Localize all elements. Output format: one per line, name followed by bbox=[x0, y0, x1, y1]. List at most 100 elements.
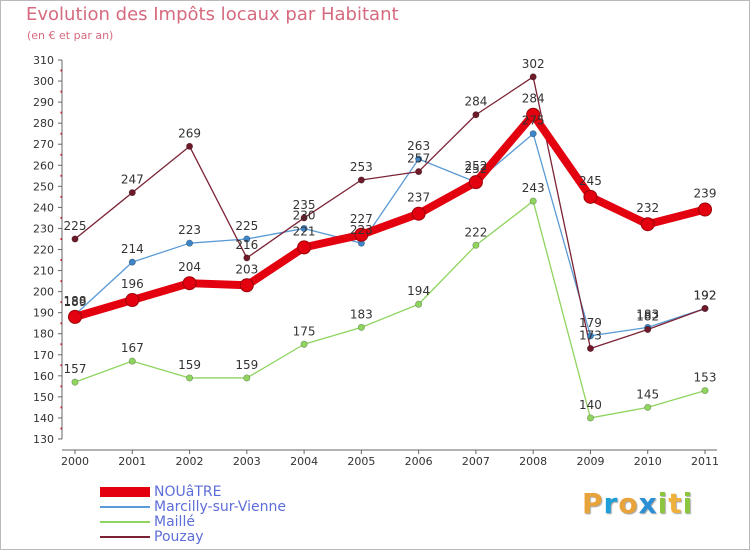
data-label: 252 bbox=[464, 162, 487, 176]
y-tick-label: 280 bbox=[33, 117, 54, 130]
data-label: 230 bbox=[293, 208, 316, 222]
data-point bbox=[698, 202, 712, 217]
data-label: 204 bbox=[178, 260, 201, 274]
data-label: 269 bbox=[178, 126, 201, 140]
data-point bbox=[583, 189, 598, 204]
legend-swatch bbox=[100, 487, 150, 497]
data-point bbox=[71, 235, 79, 243]
y-tick-label: 220 bbox=[33, 244, 54, 257]
x-tick-label: 2011 bbox=[691, 455, 719, 468]
x-tick-label: 2003 bbox=[233, 455, 261, 468]
data-point bbox=[415, 155, 423, 163]
data-point bbox=[529, 197, 537, 205]
data-labels: 188 196 204 203 221 227 237 252 284 245 232 239 189 2… bbox=[64, 57, 717, 412]
series-markers bbox=[68, 73, 712, 422]
axes: 130 140 150 160 170 180 190 200 210 220 230 240 250 2… bbox=[33, 54, 719, 468]
data-label: 182 bbox=[636, 310, 659, 324]
legend-label: Maillé bbox=[154, 514, 195, 530]
data-label: 239 bbox=[694, 186, 717, 200]
data-point bbox=[640, 217, 655, 232]
logo-letter: i bbox=[657, 487, 669, 520]
data-point bbox=[186, 239, 194, 247]
data-point bbox=[128, 357, 136, 365]
logo-letter: r bbox=[603, 487, 619, 520]
legend-label: Marcilly-sur-Vienne bbox=[154, 499, 286, 515]
data-point bbox=[297, 240, 312, 255]
data-label: 153 bbox=[694, 371, 717, 385]
data-label: 189 bbox=[64, 295, 87, 309]
series-lines bbox=[71, 76, 709, 419]
data-label: 214 bbox=[121, 242, 144, 256]
y-tick-label: 300 bbox=[33, 75, 54, 88]
data-label: 192 bbox=[694, 288, 717, 302]
y-tick-label: 230 bbox=[33, 222, 54, 235]
legend-swatch bbox=[100, 506, 150, 508]
series-line-maill- bbox=[74, 200, 706, 419]
data-label: 302 bbox=[522, 57, 545, 71]
data-label: 157 bbox=[64, 362, 87, 376]
data-label: 275 bbox=[522, 114, 545, 128]
data-point bbox=[644, 403, 652, 411]
data-label: 263 bbox=[407, 139, 430, 153]
x-tick-label: 2000 bbox=[61, 455, 89, 468]
data-label: 145 bbox=[636, 387, 659, 401]
series-line-marcilly-sur-vienne bbox=[74, 133, 706, 337]
data-point bbox=[586, 332, 594, 340]
data-label: 188 bbox=[64, 294, 87, 308]
data-label: 183 bbox=[350, 307, 373, 321]
logo-letter: i bbox=[682, 487, 694, 520]
data-point bbox=[701, 387, 709, 395]
data-label: 245 bbox=[579, 174, 602, 188]
y-tick-label: 260 bbox=[33, 159, 54, 172]
data-label: 223 bbox=[350, 223, 373, 237]
y-tick-label: 200 bbox=[33, 286, 54, 299]
data-point bbox=[468, 175, 483, 190]
data-point bbox=[415, 168, 423, 176]
y-tick-label: 140 bbox=[33, 412, 54, 425]
x-tick-label: 2010 bbox=[634, 455, 662, 468]
data-point bbox=[128, 258, 136, 266]
logo-letter: o bbox=[618, 487, 639, 520]
y-tick-label: 250 bbox=[33, 180, 54, 193]
legend-label: NOUâTRE bbox=[154, 484, 222, 500]
logo-letter: x bbox=[638, 487, 658, 520]
data-point bbox=[526, 107, 541, 122]
data-point bbox=[128, 189, 136, 197]
data-point bbox=[472, 111, 480, 119]
y-tick-label: 150 bbox=[33, 391, 54, 404]
data-label: 183 bbox=[636, 307, 659, 321]
data-point bbox=[71, 378, 79, 386]
data-label: 159 bbox=[178, 358, 201, 372]
data-label: 225 bbox=[235, 219, 258, 233]
data-point bbox=[415, 300, 423, 308]
legend-label: Pouzay bbox=[154, 529, 204, 545]
data-point bbox=[182, 276, 197, 291]
data-point bbox=[354, 227, 369, 242]
x-tick-label: 2008 bbox=[519, 455, 547, 468]
data-point bbox=[586, 414, 594, 422]
data-label: 203 bbox=[235, 262, 258, 276]
x-tick-label: 2001 bbox=[118, 455, 146, 468]
data-label: 223 bbox=[178, 223, 201, 237]
data-label: 167 bbox=[121, 341, 144, 355]
data-label: 284 bbox=[464, 95, 487, 109]
data-label: 159 bbox=[235, 358, 258, 372]
data-label: 227 bbox=[350, 212, 373, 226]
data-label: 243 bbox=[522, 181, 545, 195]
data-label: 225 bbox=[64, 219, 87, 233]
data-point bbox=[644, 326, 652, 334]
data-label: 175 bbox=[293, 324, 316, 338]
legend-swatch bbox=[100, 536, 150, 538]
chart-title: Evolution des Impôts locaux par Habitant bbox=[26, 4, 399, 25]
data-point bbox=[186, 374, 194, 382]
x-tick-label: 2009 bbox=[576, 455, 604, 468]
y-tick-label: 180 bbox=[33, 328, 54, 341]
y-tick-label: 160 bbox=[33, 370, 54, 383]
data-label: 237 bbox=[407, 191, 430, 205]
chart-subtitle: (en € et par an) bbox=[27, 29, 114, 42]
data-label: 196 bbox=[121, 277, 144, 291]
series-line-pouzay bbox=[74, 76, 706, 350]
data-point bbox=[243, 235, 251, 243]
proxiti-logo: Proxiti bbox=[582, 487, 693, 520]
